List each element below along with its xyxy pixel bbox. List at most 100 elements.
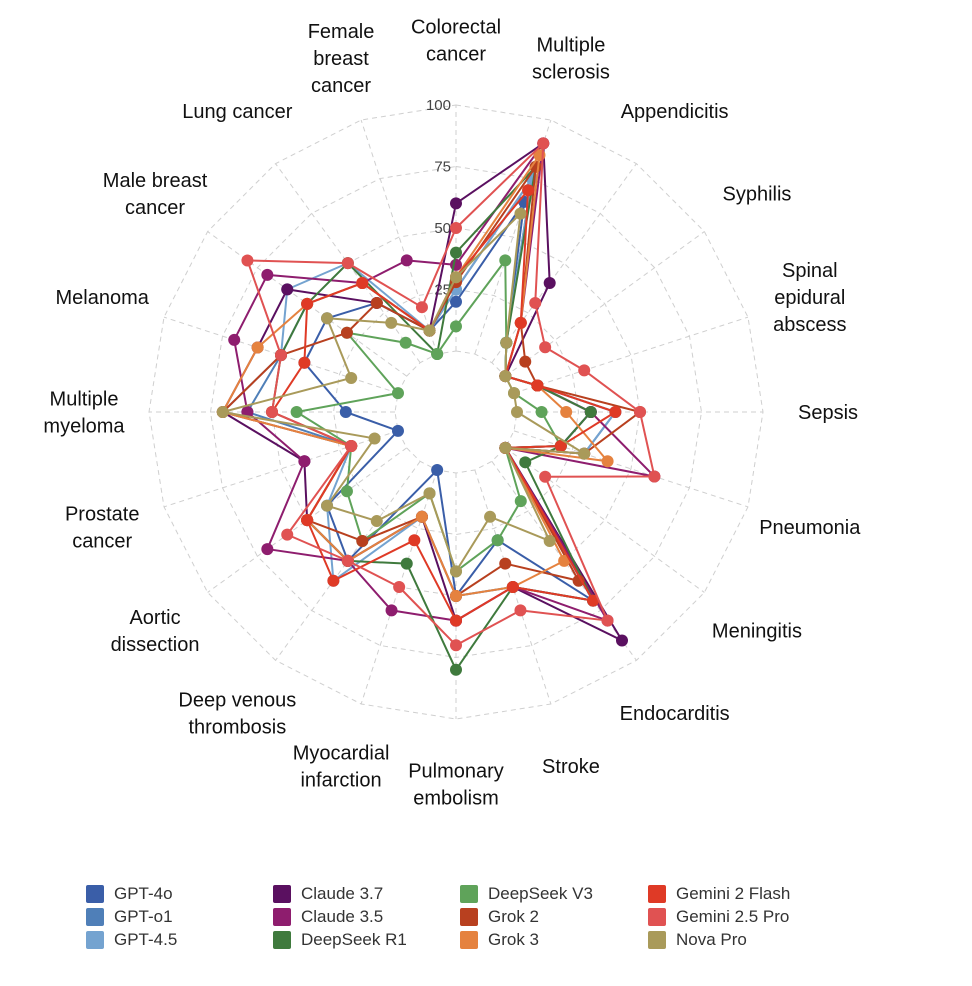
category-label: Pulmonary embolism — [408, 761, 504, 810]
grid-spoke — [491, 461, 637, 661]
data-point — [499, 254, 512, 267]
data-point — [648, 470, 661, 483]
legend-swatch — [648, 931, 666, 949]
legend-swatch — [273, 931, 291, 949]
data-point — [400, 254, 413, 267]
data-point — [345, 371, 358, 384]
data-point — [450, 295, 462, 308]
data-point — [514, 604, 527, 617]
data-point — [321, 499, 334, 512]
data-point — [539, 470, 552, 483]
data-point — [572, 574, 585, 587]
category-label: Meningitis — [712, 621, 802, 643]
data-point — [408, 534, 421, 547]
legend-item: DeepSeek R1 — [273, 930, 460, 950]
data-point — [615, 634, 628, 647]
data-point — [543, 277, 556, 290]
grid-ring — [332, 288, 580, 536]
grid-ring — [271, 227, 641, 597]
legend-item: Gemini 2.5 Pro — [648, 907, 848, 927]
legend-swatch — [648, 885, 666, 903]
category-label: Multiple sclerosis — [532, 35, 610, 84]
series-line — [233, 142, 656, 622]
data-point — [415, 301, 428, 314]
data-point — [506, 580, 519, 593]
data-point — [499, 441, 512, 454]
legend-item: GPT-o1 — [86, 907, 273, 927]
data-point — [393, 580, 406, 593]
data-point — [558, 554, 571, 567]
category-label: Myocardial infarction — [293, 742, 390, 791]
data-point — [356, 277, 369, 290]
data-point — [423, 487, 436, 500]
legend-swatch — [86, 908, 104, 926]
grid-spoke — [505, 447, 705, 593]
grid-spoke — [360, 469, 438, 705]
grid — [148, 104, 764, 720]
radial-tick-label: 75 — [434, 159, 451, 176]
data-point — [539, 341, 552, 354]
data-point — [301, 514, 314, 527]
data-point — [578, 447, 591, 460]
data-point — [340, 326, 353, 339]
series-nova-pro — [216, 207, 591, 578]
data-point — [609, 406, 622, 418]
legend-swatch — [86, 885, 104, 903]
series-claude-3-7 — [216, 137, 628, 647]
data-point — [301, 297, 314, 310]
data-point — [491, 534, 504, 547]
legend-swatch — [86, 931, 104, 949]
series-layer — [216, 137, 661, 676]
data-point — [431, 347, 444, 360]
legend-swatch — [273, 885, 291, 903]
legend-swatch — [460, 931, 478, 949]
legend-item: Grok 2 — [460, 907, 648, 927]
data-point — [450, 258, 462, 271]
data-point — [261, 543, 274, 556]
legend-label: Claude 3.7 — [301, 884, 384, 903]
data-point — [321, 312, 334, 325]
category-label: Male breast cancer — [103, 170, 208, 219]
data-point — [529, 296, 542, 309]
data-point — [399, 336, 412, 349]
data-point — [584, 406, 597, 418]
legend-item: Nova Pro — [648, 930, 848, 950]
data-point — [511, 406, 523, 418]
category-labels: Colorectal cancer Multiple sclerosis Appendi… — [43, 17, 861, 810]
data-point — [514, 495, 527, 508]
legend-label: DeepSeek V3 — [488, 884, 593, 903]
data-point — [543, 534, 556, 547]
legend-label: Nova Pro — [676, 930, 747, 949]
data-point — [531, 379, 544, 392]
data-point — [368, 432, 381, 445]
data-point — [514, 207, 527, 220]
data-point — [450, 320, 462, 333]
data-point — [370, 515, 383, 528]
data-point — [587, 594, 600, 607]
data-point — [554, 440, 567, 453]
data-point — [228, 333, 241, 346]
legend-label: Grok 2 — [488, 907, 540, 926]
data-point — [484, 510, 497, 523]
category-label: Prostate cancer — [65, 503, 139, 552]
series-deepseek-r1 — [266, 160, 600, 676]
data-point — [391, 424, 404, 437]
data-point — [450, 197, 462, 210]
grid-spoke — [474, 469, 552, 705]
series-gemini-2-5-pro — [241, 137, 661, 652]
data-point — [281, 283, 294, 296]
data-point — [560, 406, 573, 418]
radial-tick-label: 50 — [434, 220, 451, 237]
data-point — [298, 356, 311, 369]
data-point — [275, 349, 288, 362]
data-point — [450, 663, 462, 676]
data-point — [391, 387, 404, 400]
legend: GPT-4o Claude 3.7 DeepSeek V3 Gemini 2 Flas… — [86, 884, 848, 950]
legend-swatch — [460, 885, 478, 903]
legend-label: GPT-4.5 — [114, 930, 178, 949]
data-point — [340, 485, 353, 498]
data-point — [450, 565, 462, 578]
data-point — [499, 370, 512, 383]
legend-item: DeepSeek V3 — [460, 884, 648, 904]
data-point — [535, 406, 548, 418]
